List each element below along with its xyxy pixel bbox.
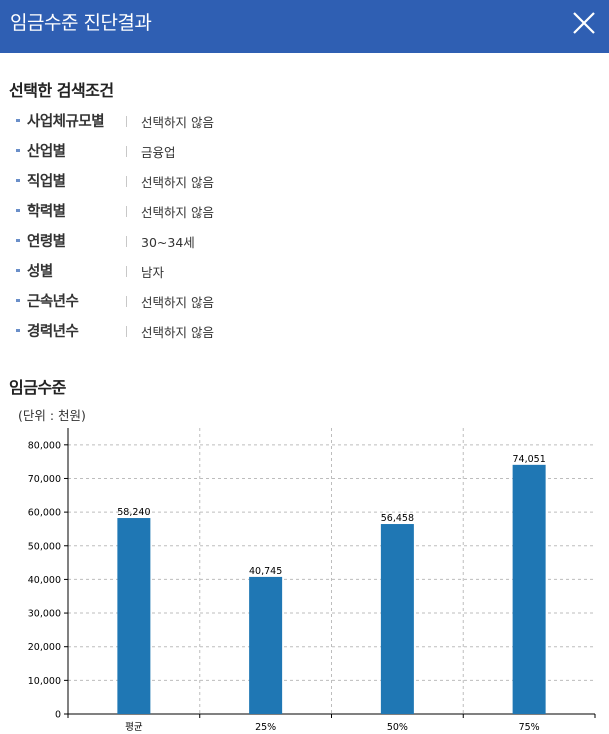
condition-row: 산업별 금융업: [0, 134, 609, 164]
bullet-icon: [16, 119, 20, 122]
wage-bar-chart-svg: 0 10,000 20,000 30,000 40,000 50,000 60,000 70,…: [28, 428, 596, 733]
condition-value: 선택하지 않음: [141, 325, 214, 340]
condition-row: 연령별 30~34세: [0, 224, 609, 254]
condition-label: 근속년수: [27, 294, 79, 310]
condition-row: 경력년수 선택하지 않음: [0, 314, 609, 344]
x-tick-label: 50%: [387, 722, 408, 733]
condition-label: 성별: [27, 264, 53, 280]
condition-value: 선택하지 않음: [141, 175, 214, 190]
condition-row: 학력별 선택하지 않음: [0, 194, 609, 224]
condition-value: 30~34세: [141, 235, 195, 250]
bullet-icon: [16, 179, 20, 182]
close-icon[interactable]: [571, 10, 597, 36]
modal-title: 임금수준 진단결과: [10, 12, 152, 34]
bullet-icon: [16, 329, 20, 332]
condition-label: 경력년수: [27, 324, 79, 340]
condition-label: 직업별: [27, 174, 66, 190]
bar: [512, 464, 546, 714]
unit-label: (단위 : 천원): [18, 408, 86, 423]
wage-chart: 0 10,000 20,000 30,000 40,000 50,000 60,000 70,…: [0, 420, 609, 734]
bar-value-label: 40,745: [249, 566, 282, 577]
y-tick-label: 0: [55, 710, 61, 721]
bullet-icon: [16, 299, 20, 302]
condition-label: 학력별: [27, 204, 66, 220]
condition-row: 성별 남자: [0, 254, 609, 284]
conditions-title: 선택한 검색조건: [9, 81, 114, 100]
y-tick-label: 60,000: [28, 508, 61, 519]
x-tick-label: 평균: [125, 722, 143, 733]
bullet-icon: [16, 209, 20, 212]
separator: [126, 236, 127, 247]
bar: [117, 518, 151, 714]
bar-value-label: 56,458: [381, 513, 414, 524]
wage-title: 임금수준: [9, 378, 66, 397]
condition-label: 산업별: [27, 144, 66, 160]
condition-label: 연령별: [27, 234, 66, 250]
condition-value: 금융업: [141, 145, 176, 160]
modal-header: 임금수준 진단결과: [0, 0, 609, 53]
y-tick-label: 20,000: [28, 642, 61, 653]
condition-value: 선택하지 않음: [141, 115, 214, 130]
bar-value-label: 58,240: [117, 507, 150, 518]
separator: [126, 146, 127, 157]
bar: [249, 576, 283, 714]
separator: [126, 296, 127, 307]
separator: [126, 176, 127, 187]
y-tick-label: 40,000: [28, 575, 61, 586]
y-tick-label: 70,000: [28, 474, 61, 485]
condition-label: 사업체규모별: [27, 114, 105, 130]
close-button[interactable]: [571, 10, 597, 36]
bullet-icon: [16, 269, 20, 272]
condition-row: 사업체규모별 선택하지 않음: [0, 104, 609, 134]
y-tick-label: 50,000: [28, 541, 61, 552]
condition-value: 남자: [141, 265, 165, 280]
separator: [126, 116, 127, 127]
bar: [380, 524, 414, 714]
condition-row: 근속년수 선택하지 않음: [0, 284, 609, 314]
x-tick-label: 75%: [519, 722, 540, 733]
condition-value: 선택하지 않음: [141, 205, 214, 220]
bullet-icon: [16, 149, 20, 152]
y-tick-label: 30,000: [28, 609, 61, 620]
separator: [126, 326, 127, 337]
x-tick-label: 25%: [255, 722, 276, 733]
conditions-list: 사업체규모별 선택하지 않음 산업별 금융업 직업별 선택하지 않음 학력별 선택하지 않음 연…: [0, 104, 609, 344]
condition-row: 직업별 선택하지 않음: [0, 164, 609, 194]
condition-value: 선택하지 않음: [141, 295, 214, 310]
bar-value-label: 74,051: [513, 454, 546, 465]
bullet-icon: [16, 239, 20, 242]
separator: [126, 266, 127, 277]
y-tick-label: 10,000: [28, 676, 61, 687]
y-tick-label: 80,000: [28, 440, 61, 451]
separator: [126, 206, 127, 217]
